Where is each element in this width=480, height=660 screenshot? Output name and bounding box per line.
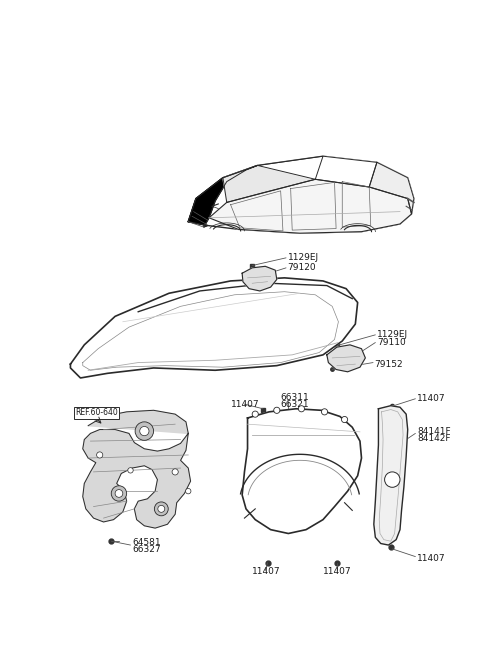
Circle shape xyxy=(341,416,348,422)
Polygon shape xyxy=(188,156,414,233)
Text: 1129EJ: 1129EJ xyxy=(377,331,408,339)
Circle shape xyxy=(155,502,168,516)
Circle shape xyxy=(135,422,154,440)
Text: 79152: 79152 xyxy=(263,290,291,298)
Text: 66327: 66327 xyxy=(132,545,161,554)
Circle shape xyxy=(96,452,103,458)
Circle shape xyxy=(172,469,178,475)
Circle shape xyxy=(111,486,127,501)
Text: 79152: 79152 xyxy=(374,360,403,370)
Polygon shape xyxy=(188,166,258,227)
Circle shape xyxy=(128,468,133,473)
Text: 11407: 11407 xyxy=(323,568,352,576)
Circle shape xyxy=(115,490,123,498)
Circle shape xyxy=(274,407,280,413)
Text: 84141F: 84141F xyxy=(417,426,451,436)
Polygon shape xyxy=(242,409,361,533)
Polygon shape xyxy=(369,162,414,214)
Polygon shape xyxy=(327,345,365,372)
Circle shape xyxy=(158,506,165,512)
Text: 66321: 66321 xyxy=(281,400,309,409)
Text: 11407: 11407 xyxy=(252,568,281,576)
Text: 11407: 11407 xyxy=(230,400,259,409)
Polygon shape xyxy=(374,406,408,545)
Polygon shape xyxy=(258,156,377,187)
Polygon shape xyxy=(242,267,277,291)
Polygon shape xyxy=(223,156,323,203)
Text: 11407: 11407 xyxy=(417,394,445,403)
Circle shape xyxy=(322,409,328,415)
Text: 11407: 11407 xyxy=(417,554,445,562)
Text: 84142F: 84142F xyxy=(417,434,450,442)
Circle shape xyxy=(140,426,149,436)
Text: 79110: 79110 xyxy=(377,338,406,347)
Text: 1129EJ: 1129EJ xyxy=(288,253,319,262)
Circle shape xyxy=(384,472,400,487)
Polygon shape xyxy=(71,278,358,378)
Circle shape xyxy=(186,488,191,494)
Polygon shape xyxy=(209,180,411,233)
Circle shape xyxy=(252,411,258,417)
Text: 66400: 66400 xyxy=(238,300,267,308)
Text: REF.60-640: REF.60-640 xyxy=(75,408,118,417)
Text: 79120: 79120 xyxy=(288,263,316,273)
Polygon shape xyxy=(83,411,191,528)
Text: 64581: 64581 xyxy=(132,539,161,547)
Text: 66311: 66311 xyxy=(281,393,310,402)
Circle shape xyxy=(299,406,304,412)
